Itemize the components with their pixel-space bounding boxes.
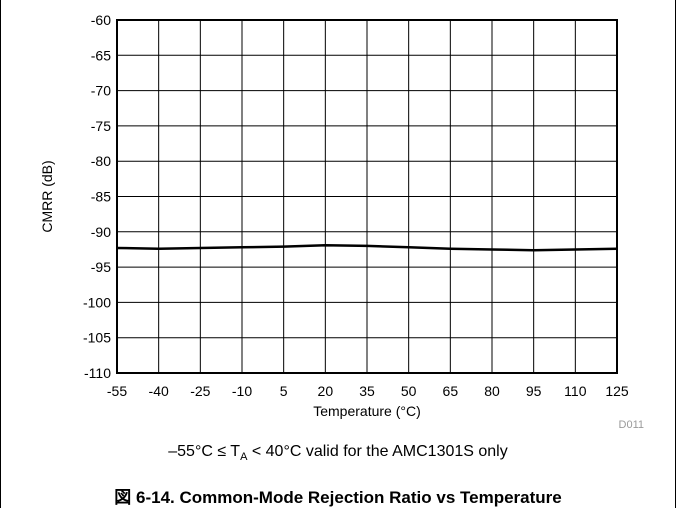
cmrr-series-line: [116, 243, 618, 252]
cmrr-chart: -55 -40 -25 -10 5 20 35 50 65 80 95 110 125-60-65-70…: [39, 12, 644, 431]
note-suffix: < 40°C valid for the AMC1301S only: [247, 443, 508, 460]
x-tick-label: 35: [359, 383, 375, 399]
y-tick-label: -75: [91, 118, 111, 134]
y-axis-label: CMRR (dB): [39, 160, 55, 232]
x-tick-label: 95: [526, 383, 542, 399]
validity-note: –55°C ≤ TA < 40°C valid for the AMC1301S…: [0, 443, 676, 463]
x-tick-label: 20: [318, 383, 334, 399]
y-tick-label: -65: [91, 47, 111, 63]
figure-code-label: D011: [619, 419, 644, 431]
x-tick-label: -25: [190, 383, 210, 399]
x-tick-label: -40: [149, 383, 169, 399]
x-tick-label: 110: [564, 383, 587, 399]
x-tick-label: 125: [605, 383, 629, 399]
grid: [116, 19, 618, 374]
x-tick-label: 65: [443, 383, 459, 399]
y-tick-label: -95: [91, 259, 111, 275]
series: [116, 243, 618, 252]
y-tick-label: -60: [91, 12, 111, 28]
x-tick-label: 50: [401, 383, 417, 399]
tick-labels: -55 -40 -25 -10 5 20 35 50 65 80 95 110 125-60-65-70…: [83, 12, 629, 399]
x-tick-label: 80: [484, 383, 500, 399]
x-axis-label: Temperature (°C): [313, 403, 421, 419]
y-tick-label: -100: [83, 294, 111, 310]
y-tick-label: -90: [91, 224, 111, 240]
y-tick-label: -70: [91, 83, 111, 99]
x-tick-label: -55: [107, 383, 127, 399]
note-subscript: A: [240, 451, 248, 464]
figure-caption: 図 6-14. Common-Mode Rejection Ratio vs T…: [114, 488, 562, 507]
plot-area-border: [116, 19, 618, 374]
y-tick-label: -110: [84, 365, 111, 381]
x-tick-label: -10: [232, 383, 252, 399]
y-tick-label: -80: [91, 153, 111, 169]
x-tick-label: 5: [280, 383, 288, 399]
y-tick-label: -105: [83, 330, 111, 346]
note-prefix: –55°C ≤ T: [168, 443, 241, 460]
y-tick-label: -85: [91, 189, 111, 205]
